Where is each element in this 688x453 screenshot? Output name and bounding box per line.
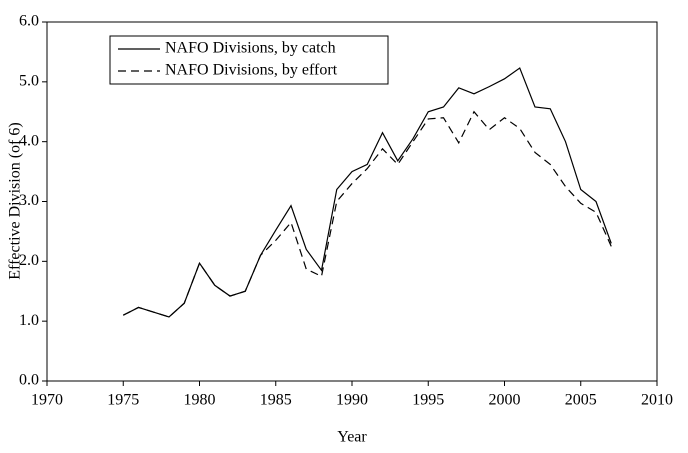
legend-label: NAFO Divisions, by effort [165, 62, 338, 79]
x-tick-label: 2005 [565, 392, 597, 409]
y-tick-label: 2.0 [19, 252, 39, 269]
x-tick-label: 1990 [336, 392, 368, 409]
y-tick-label: 0.0 [19, 372, 39, 389]
x-axis-label: Year [337, 429, 367, 446]
x-tick-label: 1995 [412, 392, 444, 409]
series-line [122, 67, 612, 318]
y-tick-label: 1.0 [19, 312, 39, 329]
x-tick-label: 2000 [489, 392, 521, 409]
x-tick-label: 1980 [184, 392, 216, 409]
legend-box [109, 35, 389, 85]
y-tick-label: 4.0 [19, 132, 39, 149]
series-line [122, 110, 612, 318]
y-tick-label: 5.0 [19, 73, 39, 90]
y-tick-label: 3.0 [19, 192, 39, 209]
x-tick-label: 2010 [641, 392, 673, 409]
legend-label: NAFO Divisions, by catch [165, 40, 336, 57]
y-axis-label: Effective Division (of 6) [7, 122, 24, 279]
x-tick-label: 1970 [31, 392, 63, 409]
x-tick-label: 1985 [260, 392, 292, 409]
y-tick-label: 6.0 [19, 13, 39, 30]
x-tick-label: 1975 [107, 392, 139, 409]
